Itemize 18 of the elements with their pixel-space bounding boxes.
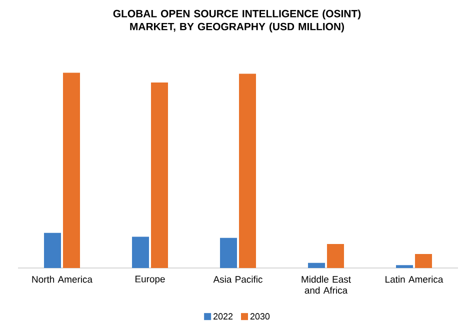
legend-label: 2030 xyxy=(250,313,270,320)
bar xyxy=(414,254,432,268)
x-tick-label: Latin America xyxy=(386,276,444,283)
x-tick-label: Asia Pacific xyxy=(213,276,262,283)
bar xyxy=(44,232,62,268)
chart-title: GLOBAL OPEN SOURCE INTELLIGENCE (OSINT) MARKET, BY GEOGRAPHY (USD MILLION) xyxy=(113,10,361,32)
x-tick-label: North America xyxy=(32,276,92,283)
bar xyxy=(132,236,150,268)
bar xyxy=(150,82,168,268)
bar xyxy=(238,74,256,268)
x-tick-label: Europe xyxy=(136,276,165,284)
bar xyxy=(396,265,414,268)
bar xyxy=(308,262,326,268)
bar xyxy=(326,244,344,268)
x-tick-label: Middle East and Africa xyxy=(302,276,351,294)
bar xyxy=(62,72,80,268)
legend-label: 2022 xyxy=(214,313,233,320)
bar xyxy=(220,238,238,268)
